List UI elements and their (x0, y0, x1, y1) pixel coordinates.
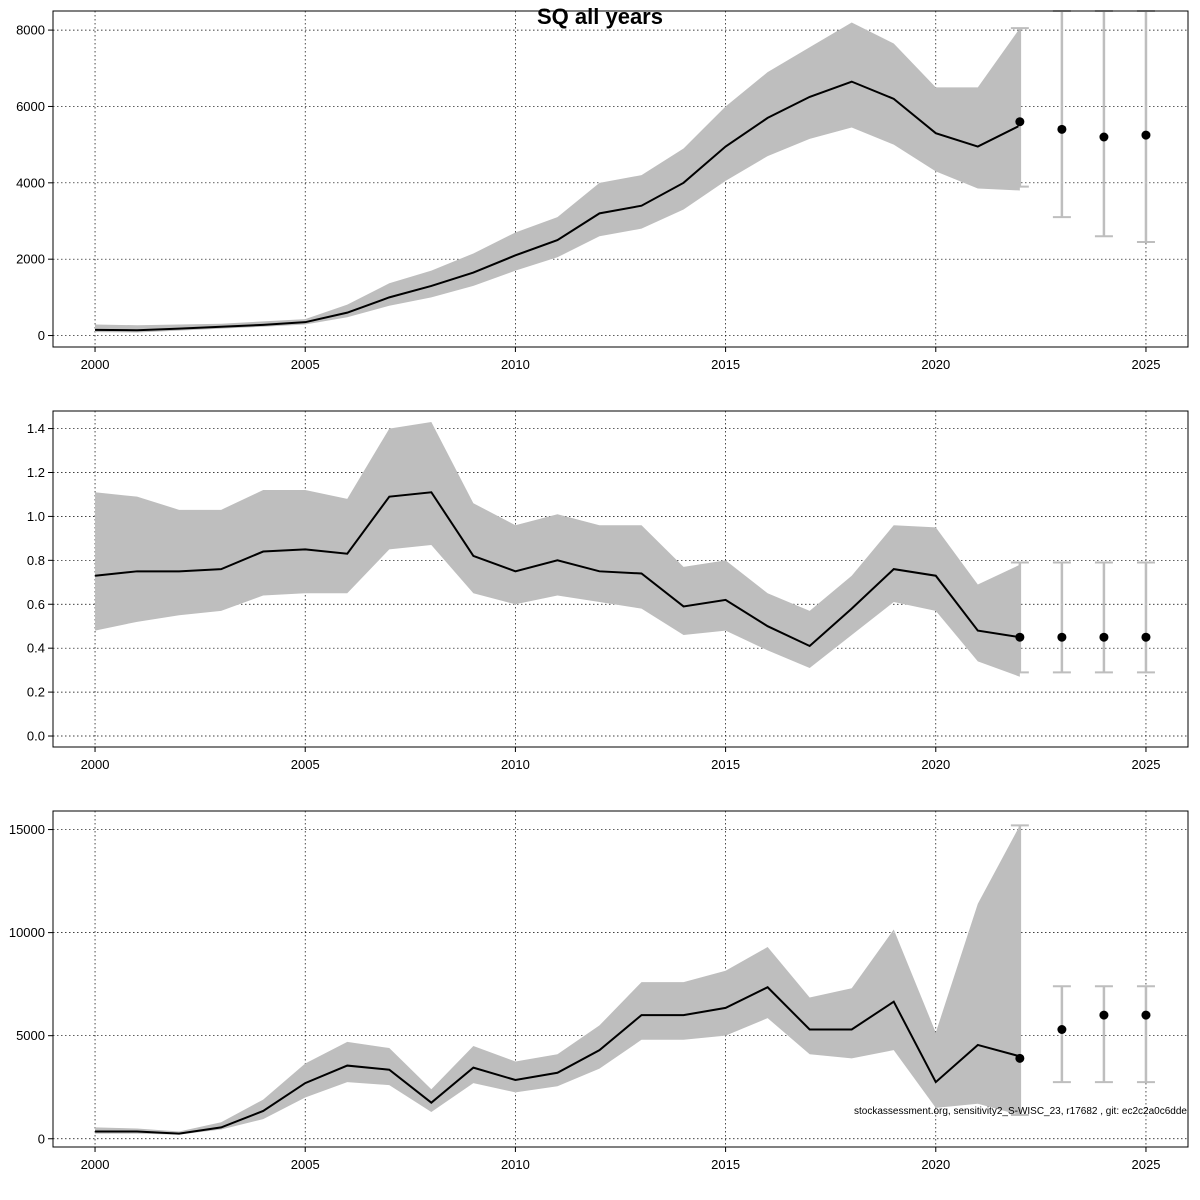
x-tick-label: 2015 (711, 757, 740, 772)
y-tick-label: 2000 (16, 252, 45, 267)
plot-frame (52, 10, 1189, 348)
y-tick-label: 15000 (9, 822, 45, 837)
projection-point (1099, 632, 1109, 642)
x-tick-label: 2025 (1132, 757, 1161, 772)
y-tick-label: 1.0 (27, 509, 45, 524)
confidence-band (95, 421, 1020, 677)
projection-point (1015, 117, 1025, 127)
confidence-band (95, 22, 1020, 333)
projection-point (1099, 132, 1109, 142)
y-tick-label: 1.2 (27, 465, 45, 480)
footer-credit: stockassessment.org, sensitivity2_S-WISC… (854, 1106, 1187, 1117)
y-tick-label: 0.8 (27, 553, 45, 568)
x-tick-label: 2010 (501, 1157, 530, 1172)
y-tick-label: 4000 (16, 175, 45, 190)
y-tick-label: 0.4 (27, 641, 45, 656)
plot-frame (52, 810, 1189, 1148)
y-tick-label: 10000 (9, 925, 45, 940)
x-tick-label: 2000 (81, 357, 110, 372)
projection-point (1057, 124, 1067, 134)
x-tick-label: 2000 (81, 757, 110, 772)
estimate-line (95, 80, 1021, 332)
x-tick-label: 2015 (711, 357, 740, 372)
x-tick-label: 2020 (921, 357, 950, 372)
confidence-band (95, 825, 1020, 1135)
x-tick-label: 2010 (501, 757, 530, 772)
fishing-mortality-panel: 2000 2005 2010 2015 2020 2025 0.0 0.2 0.4 0.6 0.8 1… (27, 410, 1189, 772)
projection-point (1141, 130, 1151, 140)
estimate-line (95, 986, 1021, 1135)
recruits-panel: 2000 2005 2010 2015 2020 2025 0 5000 10000 15000 (9, 810, 1189, 1172)
x-tick-label: 2005 (291, 357, 320, 372)
ssb-panel: 2000 2005 2010 2015 2020 2025 0 2000 4000 6000 800… (16, 10, 1189, 372)
figure-title: SQ all years (537, 4, 663, 29)
x-tick-label: 2005 (291, 757, 320, 772)
y-tick-label: 8000 (16, 23, 45, 38)
estimate-line (94, 491, 1021, 648)
x-tick-label: 2010 (501, 357, 530, 372)
y-tick-label: 0 (38, 328, 45, 343)
y-tick-label: 5000 (16, 1028, 45, 1043)
x-tick-label: 2015 (711, 1157, 740, 1172)
x-tick-label: 2020 (921, 1157, 950, 1172)
x-tick-label: 2025 (1132, 1157, 1161, 1172)
projection-point (1099, 1010, 1109, 1020)
y-tick-label: 0.0 (27, 729, 45, 744)
y-tick-label: 6000 (16, 99, 45, 114)
x-tick-label: 2005 (291, 1157, 320, 1172)
plot-frame (52, 410, 1189, 748)
x-tick-label: 2020 (921, 757, 950, 772)
projection-point (1015, 632, 1025, 642)
y-tick-label: 0.6 (27, 597, 45, 612)
x-tick-label: 2000 (81, 1157, 110, 1172)
projection-point (1141, 632, 1151, 642)
projection-point (1015, 1053, 1025, 1063)
projection-point (1141, 1010, 1151, 1020)
y-tick-label: 0 (38, 1131, 45, 1146)
projection-point (1057, 1025, 1067, 1035)
x-tick-label: 2025 (1132, 357, 1161, 372)
y-tick-label: 1.4 (27, 421, 45, 436)
projection-point (1057, 632, 1067, 642)
y-tick-label: 0.2 (27, 685, 45, 700)
